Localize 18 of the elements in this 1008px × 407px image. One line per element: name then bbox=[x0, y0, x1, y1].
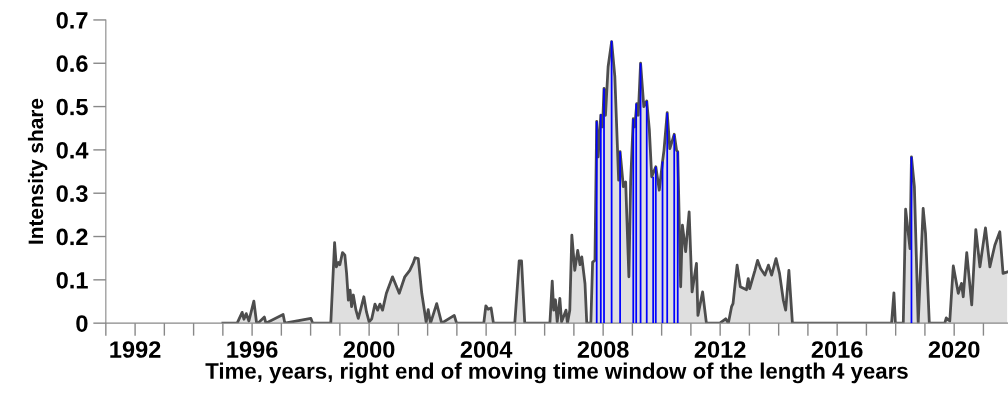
x-tick-label: 1992 bbox=[110, 341, 161, 358]
x-tick-label: 2012 bbox=[694, 341, 746, 358]
x-tick-label: 2000 bbox=[343, 341, 395, 358]
y-tick-label: 0.3 bbox=[56, 185, 88, 203]
y-tick-label: 0.7 bbox=[56, 12, 88, 29]
x-tick-label: 2016 bbox=[811, 341, 863, 358]
y-tick-label: 0.6 bbox=[56, 55, 88, 73]
x-tick-label: 2020 bbox=[928, 341, 980, 358]
y-tick-label: 0.2 bbox=[56, 228, 88, 246]
y-tick-label: 0.1 bbox=[56, 271, 88, 289]
x-axis-title: Time, years, right end of moving time window of the length 4 years bbox=[205, 362, 908, 384]
y-tick-label: 0.4 bbox=[56, 141, 89, 159]
y-tick-label: 0 bbox=[76, 315, 88, 332]
y-tick-label: 0.5 bbox=[56, 98, 88, 116]
x-tick-label: 2004 bbox=[460, 341, 513, 358]
y-axis-title: Intensity share bbox=[27, 98, 48, 244]
x-tick-label: 2008 bbox=[577, 341, 629, 358]
x-tick-label: 1996 bbox=[227, 341, 278, 358]
